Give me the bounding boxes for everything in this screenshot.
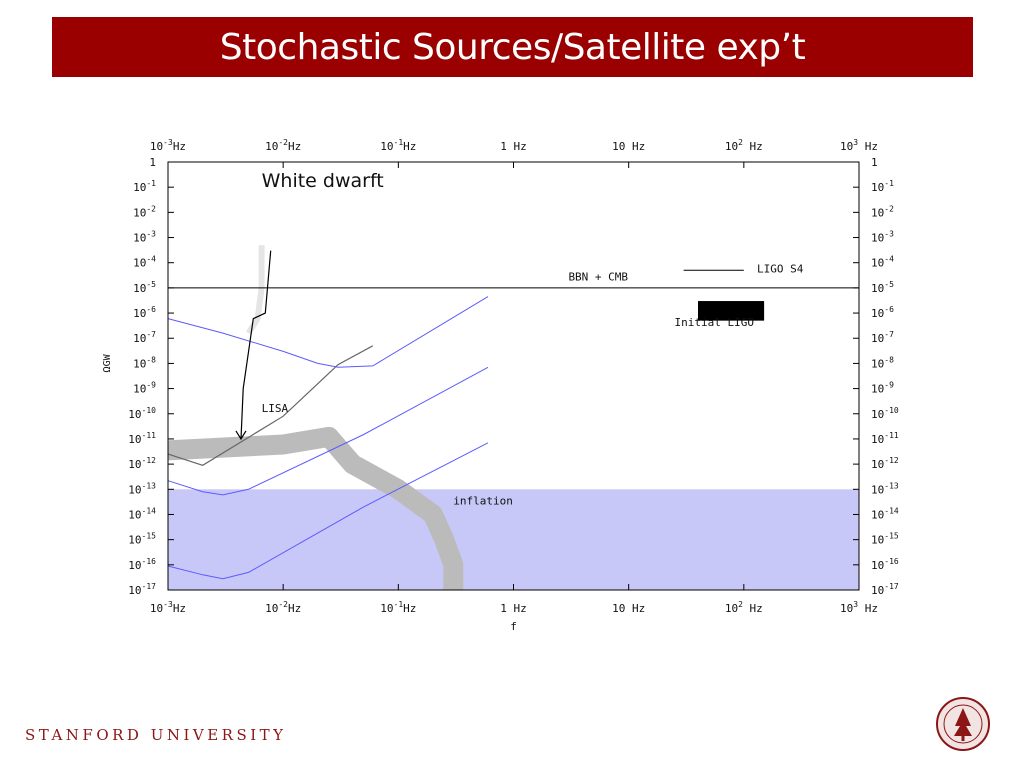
white-dwarf-label: White dwarft xyxy=(262,170,384,192)
stanford-seal-icon xyxy=(936,697,990,751)
y-tick-label-right: 10-12 xyxy=(871,456,899,471)
x-tick-label-top: 10-2Hz xyxy=(265,138,301,153)
y-tick-label-right: 10-17 xyxy=(871,582,899,597)
y-tick-label-left: 10-8 xyxy=(133,355,156,370)
y-tick-label-right: 10-6 xyxy=(871,305,894,320)
y-tick-label-right: 1 xyxy=(871,156,878,169)
y-tick-label-left: 10-2 xyxy=(133,204,156,219)
white-dwarf-arrow xyxy=(240,250,272,439)
y-tick-label-left: 10-16 xyxy=(128,557,156,572)
y-tick-label-right: 10-8 xyxy=(871,355,894,370)
x-tick-label-top: 1 Hz xyxy=(500,140,527,153)
series-blue-middle xyxy=(167,366,489,496)
series-blue-upper xyxy=(167,296,489,368)
y-tick-label-left: 10-1 xyxy=(133,179,156,194)
y-tick-label-right: 10-16 xyxy=(871,557,899,572)
chart-series-layer xyxy=(167,250,859,580)
x-tick-label-bottom: 10 Hz xyxy=(612,602,645,615)
x-tick-label-top: 10-3Hz xyxy=(150,138,186,153)
x-tick-label-top: 10-1Hz xyxy=(380,138,416,153)
x-tick-label-bottom: 10-2Hz xyxy=(265,600,301,615)
y-tick-label-left: 1 xyxy=(149,156,156,169)
x-tick-label-bottom: 102 Hz xyxy=(725,600,763,615)
y-tick-label-right: 10-2 xyxy=(871,204,894,219)
initial-ligo-box xyxy=(698,301,765,321)
initial-ligo-label: Initial LIGO xyxy=(674,316,753,329)
y-tick-label-right: 10-14 xyxy=(871,506,899,521)
x-axis-label: f xyxy=(510,620,517,633)
y-tick-label-right: 10-15 xyxy=(871,532,899,547)
region-label-inflation: inflation xyxy=(453,494,513,507)
x-tick-label-bottom: 1 Hz xyxy=(500,602,527,615)
y-tick-label-left: 10-6 xyxy=(133,305,156,320)
y-tick-label-left: 10-5 xyxy=(133,280,156,295)
white-dwarf-arrowhead xyxy=(235,430,247,441)
chart-frame-layer xyxy=(167,161,860,591)
annotation-lisa: LISA xyxy=(262,402,289,415)
region-inflation xyxy=(168,489,859,590)
y-tick-label-left: 10-14 xyxy=(128,506,156,521)
y-tick-label-left: 10-7 xyxy=(133,330,156,345)
x-tick-label-top: 10 Hz xyxy=(612,140,645,153)
y-tick-label-left: 10-13 xyxy=(128,481,156,496)
y-tick-label-left: 10-4 xyxy=(133,255,156,270)
series-lisa xyxy=(167,345,374,466)
x-tick-label-top: 102 Hz xyxy=(725,138,763,153)
y-tick-label-left: 10-10 xyxy=(128,406,156,421)
annotation-ligo-s4: LIGO S4 xyxy=(757,263,804,276)
y-axis-label: ΩGW xyxy=(102,353,113,372)
y-tick-label-left: 10-15 xyxy=(128,532,156,547)
y-tick-label-right: 10-7 xyxy=(871,330,894,345)
y-tick-label-right: 10-9 xyxy=(871,381,894,396)
university-wordmark: STANFORD UNIVERSITY xyxy=(25,726,287,744)
white-dwarf-faint xyxy=(245,245,265,335)
y-tick-label-right: 10-10 xyxy=(871,406,899,421)
x-tick-label-top: 103 Hz xyxy=(840,138,878,153)
y-tick-label-left: 10-3 xyxy=(133,230,156,245)
y-tick-label-right: 10-1 xyxy=(871,179,894,194)
y-tick-label-right: 10-11 xyxy=(871,431,899,446)
y-tick-label-left: 10-12 xyxy=(128,456,156,471)
y-tick-label-left: 10-9 xyxy=(133,381,156,396)
y-tick-label-right: 10-5 xyxy=(871,280,894,295)
y-tick-label-left: 10-11 xyxy=(128,431,156,446)
gw-sensitivity-chart: inflation BBN + CMB Initial LIGO LISA LIGO S… xyxy=(102,138,899,633)
series-blue-lower xyxy=(167,442,489,580)
slide-title: Stochastic Sources/Satellite exp’t xyxy=(52,17,973,77)
x-tick-label-bottom: 10-1Hz xyxy=(380,600,416,615)
y-tick-label-right: 10-3 xyxy=(871,230,894,245)
y-tick-label-right: 10-13 xyxy=(871,481,899,496)
x-tick-label-bottom: 103 Hz xyxy=(840,600,878,615)
chart-fill-layer xyxy=(168,489,859,590)
y-tick-label-left: 10-17 xyxy=(128,582,156,597)
x-tick-label-bottom: 10-3Hz xyxy=(150,600,186,615)
bbn-cmb-label: BBN + CMB xyxy=(568,270,628,283)
y-tick-label-right: 10-4 xyxy=(871,255,894,270)
chart-label-layer: inflation BBN + CMB Initial LIGO LISA LIGO S… xyxy=(102,138,899,633)
